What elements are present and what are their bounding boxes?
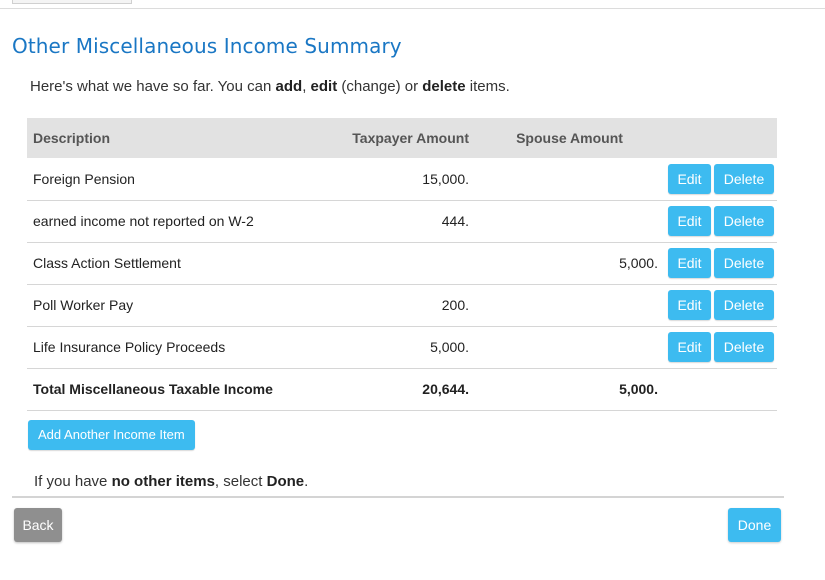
row-spouse-amount xyxy=(477,284,662,326)
row-taxpayer-amount: 200. xyxy=(441,297,469,313)
delete-button[interactable]: Delete xyxy=(714,332,774,362)
delete-button[interactable]: Delete xyxy=(714,163,774,194)
bottom-divider xyxy=(12,496,784,498)
delete-button[interactable]: Delete xyxy=(714,206,774,236)
page-title: Other Miscellaneous Income Summary xyxy=(12,34,402,58)
total-actions-empty xyxy=(662,368,777,410)
table-row: Life Insurance Policy Proceeds 5,000. Ed… xyxy=(27,326,777,368)
table-row: Class Action Settlement 5,000. Edit Delet… xyxy=(27,242,777,284)
total-spouse-amount: 5,000. xyxy=(619,381,658,397)
delete-button[interactable]: Delete xyxy=(714,248,774,278)
row-description: earned income not reported on W-2 xyxy=(33,213,254,229)
row-spouse-amount xyxy=(477,158,662,200)
done-instruction: If you have no other items, select Done. xyxy=(34,473,309,490)
row-spouse-amount xyxy=(477,200,662,242)
edit-button[interactable]: Edit xyxy=(668,206,711,236)
row-taxpayer-amount: 444. xyxy=(441,213,469,229)
income-summary-table: Description Taxpayer Amount Spouse Amoun… xyxy=(27,118,777,411)
row-spouse-amount: 5,000. xyxy=(619,255,658,271)
header-taxpayer-amount: Taxpayer Amount xyxy=(352,130,469,146)
table-row: Poll Worker Pay 200. Edit Delete xyxy=(27,284,777,326)
delete-button[interactable]: Delete xyxy=(714,290,774,320)
total-label: Total Miscellaneous Taxable Income xyxy=(33,381,273,397)
edit-button[interactable]: Edit xyxy=(668,163,711,194)
row-actions: Edit Delete xyxy=(662,284,777,326)
header-description: Description xyxy=(33,130,111,146)
row-actions: Edit Delete xyxy=(662,326,777,368)
row-taxpayer-amount: 15,000. xyxy=(422,170,469,187)
table-row: Foreign Pension 15,000. Edit Delete xyxy=(27,158,777,200)
table-header-row: Description Taxpayer Amount Spouse Amoun… xyxy=(27,118,777,158)
header-spouse-amount: Spouse Amount xyxy=(516,130,623,146)
total-taxpayer-amount: 20,644. xyxy=(422,381,469,397)
header-actions xyxy=(662,118,777,158)
back-button[interactable]: Back xyxy=(14,508,62,542)
row-description: Life Insurance Policy Proceeds xyxy=(33,339,226,355)
edit-button[interactable]: Edit xyxy=(668,290,711,320)
intro-text: Here's what we have so far. You can add,… xyxy=(30,78,510,95)
edit-button[interactable]: Edit xyxy=(668,248,711,278)
row-actions: Edit Delete xyxy=(662,200,777,242)
table-row: earned income not reported on W-2 444. E… xyxy=(27,200,777,242)
row-spouse-amount xyxy=(477,326,662,368)
row-description: Poll Worker Pay xyxy=(33,297,134,313)
row-actions: Edit Delete xyxy=(662,242,777,284)
total-row: Total Miscellaneous Taxable Income 20,64… xyxy=(27,368,777,410)
edit-button[interactable]: Edit xyxy=(668,332,711,362)
row-taxpayer-amount xyxy=(317,242,477,284)
row-description: Foreign Pension xyxy=(33,170,135,187)
row-taxpayer-amount: 5,000. xyxy=(430,339,469,355)
top-divider xyxy=(0,8,825,9)
add-income-item-button[interactable]: Add Another Income Item xyxy=(28,420,195,450)
row-description: Class Action Settlement xyxy=(33,255,181,271)
done-button[interactable]: Done xyxy=(728,508,781,542)
row-actions: Edit Delete xyxy=(662,158,777,200)
top-tab-remnant xyxy=(12,0,132,4)
